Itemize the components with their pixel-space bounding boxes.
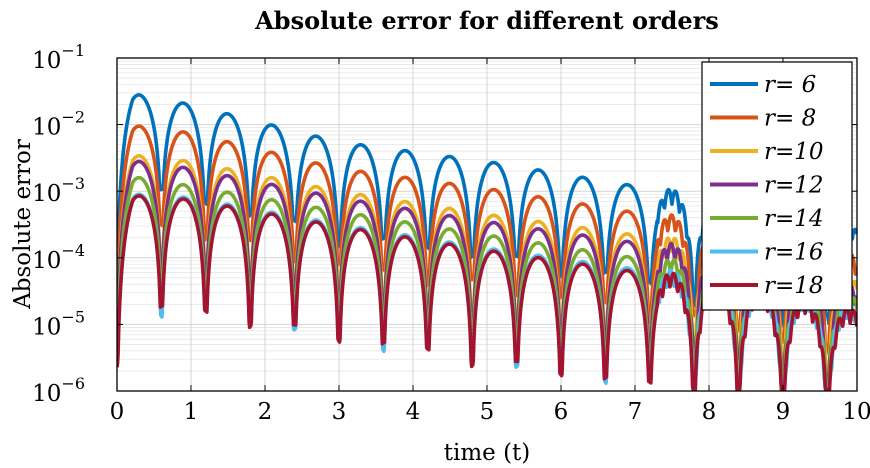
y-tick-label: 10−6 [32, 374, 85, 407]
x-tick-label: 1 [184, 399, 199, 425]
y-tick-label: 10−3 [32, 174, 85, 207]
legend: r= 6 r= 8 r=10 r=12 r=14 r=16 r=18 [701, 61, 853, 311]
y-axis-label: Absolute error [10, 139, 36, 310]
y-tick-label: 10−2 [32, 108, 85, 141]
x-tick-label: 0 [110, 399, 125, 425]
legend-entry: r=12 [764, 173, 824, 199]
x-tick-label: 8 [702, 399, 717, 425]
legend-entry: r= 8 [764, 106, 816, 132]
axis-ticks: 0 1 2 3 4 5 6 7 8 9 10 10−1 10−2 10−3 10−4 10−5 10−6 [32, 41, 870, 425]
legend-entry: r= 6 [764, 72, 816, 98]
x-axis-label: time (t) [444, 440, 531, 466]
x-tick-label: 2 [258, 399, 273, 425]
x-tick-label: 4 [406, 399, 421, 425]
x-tick-label: 10 [842, 399, 870, 425]
y-tick-label: 10−4 [32, 241, 85, 274]
legend-entry: r=14 [764, 206, 824, 232]
x-tick-label: 9 [776, 399, 791, 425]
series-line [117, 194, 857, 391]
y-tick-label: 10−1 [32, 41, 85, 74]
x-tick-label: 5 [480, 399, 495, 425]
legend-entry: r=18 [764, 273, 824, 299]
chart-title: Absolute error for different orders [254, 6, 719, 35]
y-tick-label: 10−5 [32, 307, 85, 340]
legend-entry: r=16 [764, 240, 824, 266]
x-tick-label: 3 [332, 399, 347, 425]
legend-entry: r=10 [764, 139, 824, 165]
x-tick-label: 6 [554, 399, 569, 425]
x-tick-label: 7 [628, 399, 643, 425]
